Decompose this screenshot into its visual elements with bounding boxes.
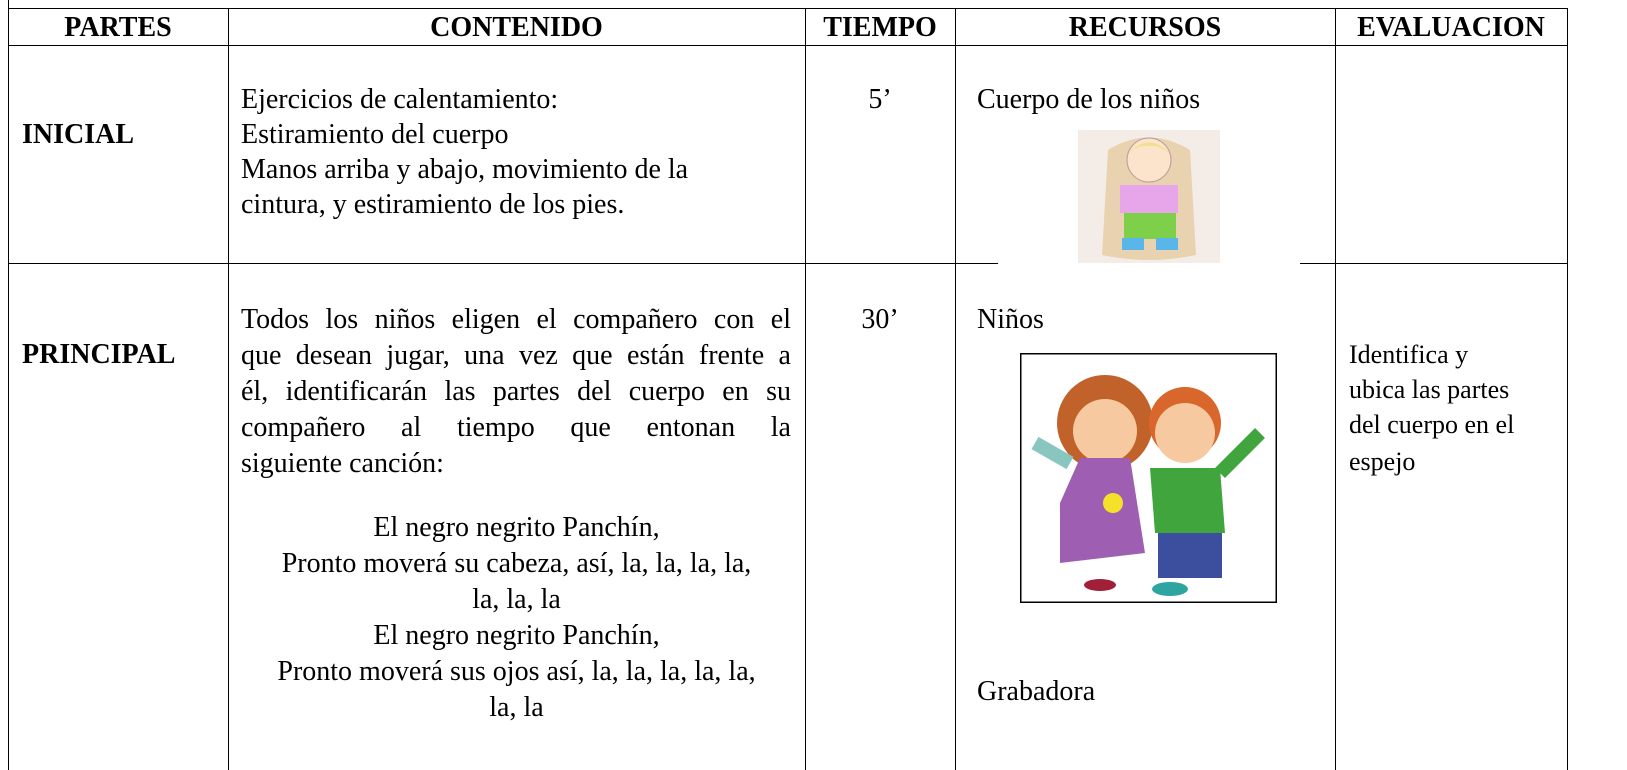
- border: [8, 263, 998, 264]
- border: [1567, 8, 1568, 770]
- children-illustration: [1020, 353, 1277, 603]
- content-line: compañero al tiempo que entonan la: [241, 412, 791, 443]
- song-line: El negro negrito Panchín,: [373, 620, 660, 651]
- part-label: INICIAL: [22, 119, 135, 150]
- border: [8, 0, 9, 770]
- song-line: Pronto moverá su cabeza, así, la, la, la…: [281, 548, 752, 579]
- border: [8, 8, 1568, 9]
- header-cell: PARTES: [64, 12, 172, 43]
- part-label: PRINCIPAL: [22, 339, 176, 370]
- header-cell: EVALUACION: [1357, 12, 1545, 43]
- song-line: la, la: [489, 692, 544, 723]
- border: [8, 45, 1568, 46]
- time: 5’: [868, 84, 892, 115]
- content-line: Todos los niños eligen el compañero con …: [241, 304, 791, 335]
- resource: Cuerpo de los niños: [977, 84, 1201, 115]
- border: [805, 8, 806, 770]
- time: 30’: [861, 304, 899, 335]
- content-line: él, identificarán las partes del cuerpo …: [241, 376, 791, 407]
- resource: Niños: [977, 304, 1044, 335]
- content-line: Manos arriba y abajo, movimiento de la: [241, 154, 689, 185]
- content-line: Ejercicios de calentamiento:: [241, 84, 559, 115]
- header-cell: RECURSOS: [1068, 12, 1222, 43]
- border: [1300, 263, 1568, 264]
- border: [1335, 8, 1336, 770]
- content-line: que desean jugar, una vez que están fren…: [241, 340, 791, 371]
- evaluation-line: espejo: [1349, 447, 1416, 476]
- header-cell: CONTENIDO: [430, 12, 603, 43]
- content-line: Estiramiento del cuerpo: [241, 119, 509, 150]
- evaluation-line: del cuerpo en el: [1349, 410, 1515, 439]
- evaluation-line: ubica las partes: [1349, 375, 1510, 404]
- resource: Grabadora: [977, 676, 1096, 707]
- child-illustration: [1078, 130, 1220, 263]
- song-line: Pronto moverá sus ojos así, la, la, la, …: [277, 656, 756, 687]
- evaluation-line: Identifica y: [1349, 340, 1469, 369]
- header-cell: TIEMPO: [823, 12, 937, 43]
- song-line: El negro negrito Panchín,: [373, 512, 660, 543]
- border: [955, 8, 956, 770]
- border: [228, 8, 229, 770]
- song-line: la, la, la: [472, 584, 561, 615]
- content-line: cintura, y estiramiento de los pies.: [241, 189, 625, 220]
- content-line: siguiente canción:: [241, 448, 444, 479]
